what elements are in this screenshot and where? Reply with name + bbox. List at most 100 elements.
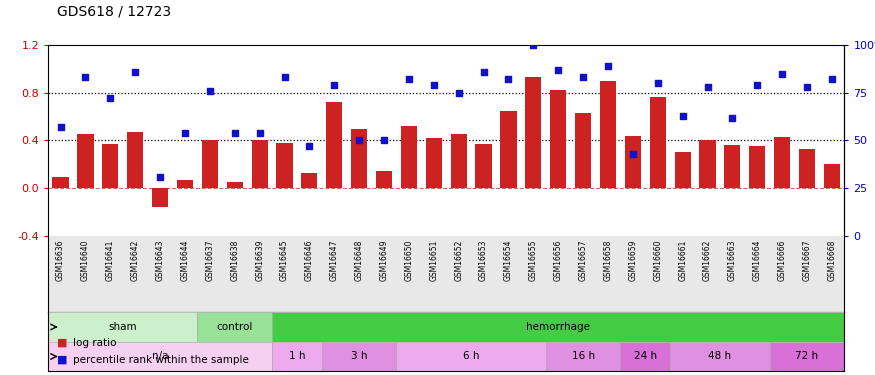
Bar [48, 312, 198, 342]
Bar [525, 77, 542, 188]
Point [750, 82, 764, 88]
Point [701, 84, 715, 90]
Point [527, 42, 541, 48]
Bar [276, 143, 292, 188]
Bar [102, 144, 118, 188]
Text: GSM16637: GSM16637 [206, 240, 214, 281]
Text: GSM16640: GSM16640 [81, 240, 90, 281]
Bar [625, 136, 641, 188]
Text: 72 h: 72 h [795, 351, 819, 361]
Text: GDS618 / 12723: GDS618 / 12723 [57, 5, 171, 19]
Text: control: control [216, 322, 253, 332]
Bar [272, 312, 844, 342]
Point [452, 90, 466, 96]
Point [79, 75, 93, 81]
Point [327, 82, 341, 88]
Point [800, 84, 814, 90]
Text: GSM16658: GSM16658 [604, 240, 612, 281]
Text: GSM16655: GSM16655 [528, 240, 538, 281]
Text: GSM16641: GSM16641 [106, 240, 115, 281]
Text: GSM16646: GSM16646 [304, 240, 314, 281]
Text: GSM16647: GSM16647 [330, 240, 339, 281]
Text: GSM16660: GSM16660 [654, 240, 662, 281]
Bar [699, 141, 716, 188]
Bar [500, 111, 516, 188]
Bar [451, 135, 466, 188]
Point [501, 76, 515, 82]
Bar [749, 146, 766, 188]
Text: GSM16651: GSM16651 [430, 240, 438, 281]
Point [601, 63, 615, 69]
Point [725, 114, 739, 120]
Point [551, 67, 565, 73]
Point [153, 174, 167, 180]
Bar [550, 90, 566, 188]
Point [129, 69, 143, 75]
Bar [824, 164, 840, 188]
Text: GSM16664: GSM16664 [752, 240, 762, 281]
Bar [675, 152, 690, 188]
Point [402, 76, 416, 82]
Bar [301, 172, 318, 188]
Point [775, 70, 789, 76]
Bar [52, 177, 68, 188]
Point [103, 96, 117, 102]
Bar [770, 342, 844, 371]
Bar [620, 342, 670, 371]
Bar [77, 135, 94, 188]
Text: GSM16644: GSM16644 [180, 240, 190, 281]
Text: ■: ■ [57, 338, 67, 348]
Bar [251, 141, 268, 188]
Bar [401, 126, 417, 188]
Bar [575, 113, 592, 188]
Text: n/a: n/a [152, 351, 168, 361]
Bar [326, 102, 342, 188]
Text: GSM16666: GSM16666 [778, 240, 787, 281]
Text: GSM16648: GSM16648 [354, 240, 364, 281]
Bar [426, 138, 442, 188]
Bar [774, 137, 790, 188]
Text: GSM16639: GSM16639 [255, 240, 264, 281]
Text: 24 h: 24 h [634, 351, 657, 361]
Text: GSM16649: GSM16649 [380, 240, 388, 281]
Point [253, 130, 267, 136]
Text: GSM16638: GSM16638 [230, 240, 239, 281]
Point [178, 130, 192, 136]
Text: GSM16652: GSM16652 [454, 240, 463, 281]
Point [626, 151, 640, 157]
Text: hemorrhage: hemorrhage [526, 322, 591, 332]
Point [576, 75, 590, 81]
Point [427, 82, 441, 88]
Bar [198, 312, 272, 342]
Point [277, 75, 291, 81]
Bar [724, 145, 740, 188]
Point [651, 80, 665, 86]
Text: ■: ■ [57, 355, 67, 365]
Bar [670, 342, 770, 371]
Point [203, 88, 217, 94]
Text: GSM16661: GSM16661 [678, 240, 687, 281]
Bar [799, 149, 816, 188]
Text: percentile rank within the sample: percentile rank within the sample [73, 355, 248, 365]
Text: sham: sham [108, 322, 137, 332]
Text: GSM16643: GSM16643 [156, 240, 164, 281]
Point [228, 130, 242, 136]
Bar [396, 342, 546, 371]
Bar [202, 141, 218, 188]
Bar [127, 132, 144, 188]
Bar [177, 180, 193, 188]
Text: 6 h: 6 h [463, 351, 480, 361]
Text: 3 h: 3 h [351, 351, 367, 361]
Text: GSM16663: GSM16663 [728, 240, 737, 281]
Text: GSM16656: GSM16656 [554, 240, 563, 281]
Bar [48, 342, 272, 371]
Text: GSM16654: GSM16654 [504, 240, 513, 281]
Bar [272, 342, 322, 371]
Bar [227, 182, 243, 188]
Text: GSM16667: GSM16667 [802, 240, 811, 281]
Bar [546, 342, 620, 371]
Point [377, 138, 391, 144]
Text: GSM16636: GSM16636 [56, 240, 65, 281]
Point [825, 76, 839, 82]
Text: GSM16662: GSM16662 [703, 240, 712, 281]
